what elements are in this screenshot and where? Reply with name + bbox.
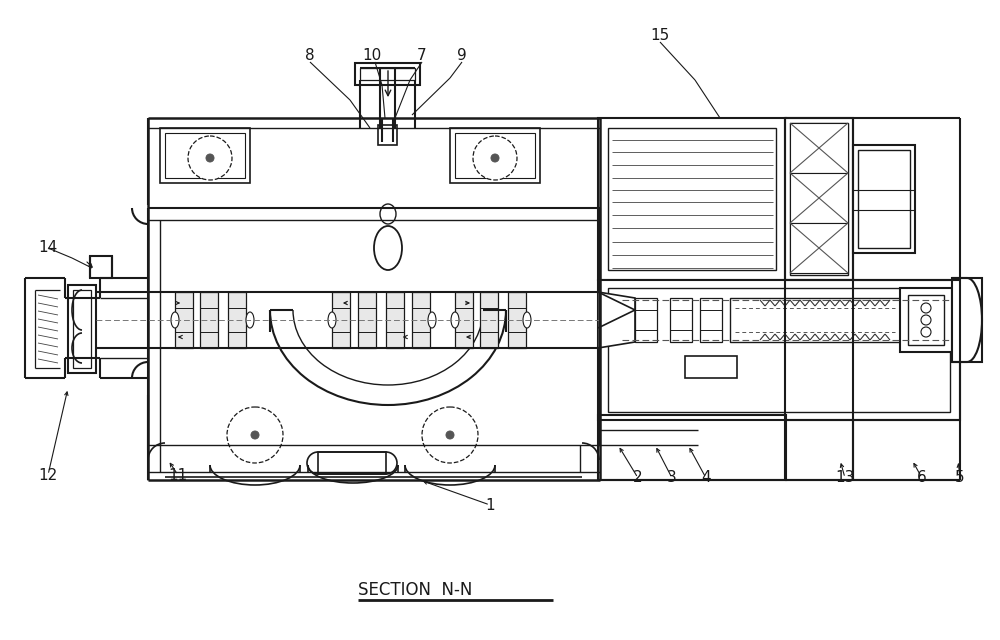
Circle shape xyxy=(491,154,499,162)
Text: 8: 8 xyxy=(305,47,315,63)
Bar xyxy=(455,133,535,178)
Bar xyxy=(785,118,853,280)
Ellipse shape xyxy=(523,312,531,328)
Circle shape xyxy=(921,303,931,313)
Bar xyxy=(200,292,218,348)
Bar xyxy=(73,290,91,368)
Circle shape xyxy=(188,136,232,180)
Text: 9: 9 xyxy=(457,47,467,63)
Bar xyxy=(730,298,900,342)
Bar xyxy=(900,288,952,352)
Bar xyxy=(598,420,698,480)
Circle shape xyxy=(206,154,214,162)
Bar xyxy=(455,292,473,348)
Bar xyxy=(598,118,786,280)
Polygon shape xyxy=(598,292,635,348)
Bar xyxy=(685,356,737,378)
Ellipse shape xyxy=(380,204,396,224)
Ellipse shape xyxy=(328,312,336,328)
Bar xyxy=(598,415,786,480)
Text: 6: 6 xyxy=(917,470,927,486)
Text: 14: 14 xyxy=(38,241,58,255)
Bar xyxy=(790,123,848,173)
Text: 2: 2 xyxy=(633,470,643,486)
Circle shape xyxy=(446,431,454,439)
Text: 13: 13 xyxy=(835,470,855,486)
Ellipse shape xyxy=(171,312,179,328)
Bar xyxy=(165,133,245,178)
Bar xyxy=(635,298,657,342)
Bar xyxy=(608,288,950,412)
Text: 1: 1 xyxy=(485,497,495,513)
Bar xyxy=(175,292,193,348)
Bar xyxy=(386,292,404,348)
Bar xyxy=(480,292,498,348)
Bar xyxy=(228,292,246,348)
Bar xyxy=(450,128,540,183)
Ellipse shape xyxy=(428,312,436,328)
Bar xyxy=(378,125,397,145)
Bar xyxy=(355,63,420,85)
Bar xyxy=(90,256,112,278)
Text: SECTION  N-N: SECTION N-N xyxy=(358,581,472,599)
Bar xyxy=(160,128,250,183)
Bar xyxy=(670,298,692,342)
Circle shape xyxy=(227,407,283,463)
Circle shape xyxy=(921,315,931,325)
Bar xyxy=(358,292,376,348)
Bar xyxy=(608,128,776,270)
Text: 15: 15 xyxy=(650,28,670,42)
Ellipse shape xyxy=(246,312,254,328)
Bar xyxy=(853,145,915,253)
Text: 12: 12 xyxy=(38,467,58,483)
Ellipse shape xyxy=(451,312,459,328)
Circle shape xyxy=(473,136,517,180)
Bar xyxy=(858,150,910,248)
Text: 3: 3 xyxy=(667,470,677,486)
Bar xyxy=(318,452,386,474)
Circle shape xyxy=(422,407,478,463)
Bar xyxy=(412,292,430,348)
Text: 10: 10 xyxy=(362,47,382,63)
Bar xyxy=(790,123,848,275)
Text: 11: 11 xyxy=(168,467,188,483)
Circle shape xyxy=(921,327,931,337)
Bar xyxy=(700,298,722,342)
Bar xyxy=(598,280,960,420)
Circle shape xyxy=(251,431,259,439)
Bar xyxy=(332,292,350,348)
Bar xyxy=(508,292,526,348)
Bar xyxy=(790,173,848,223)
Text: 5: 5 xyxy=(955,470,965,486)
Text: 4: 4 xyxy=(701,470,711,486)
Bar xyxy=(952,278,982,362)
Text: 7: 7 xyxy=(417,47,427,63)
Bar xyxy=(790,223,848,273)
Bar xyxy=(360,68,415,80)
Bar xyxy=(68,285,96,373)
Bar xyxy=(908,295,944,345)
Ellipse shape xyxy=(374,226,402,270)
